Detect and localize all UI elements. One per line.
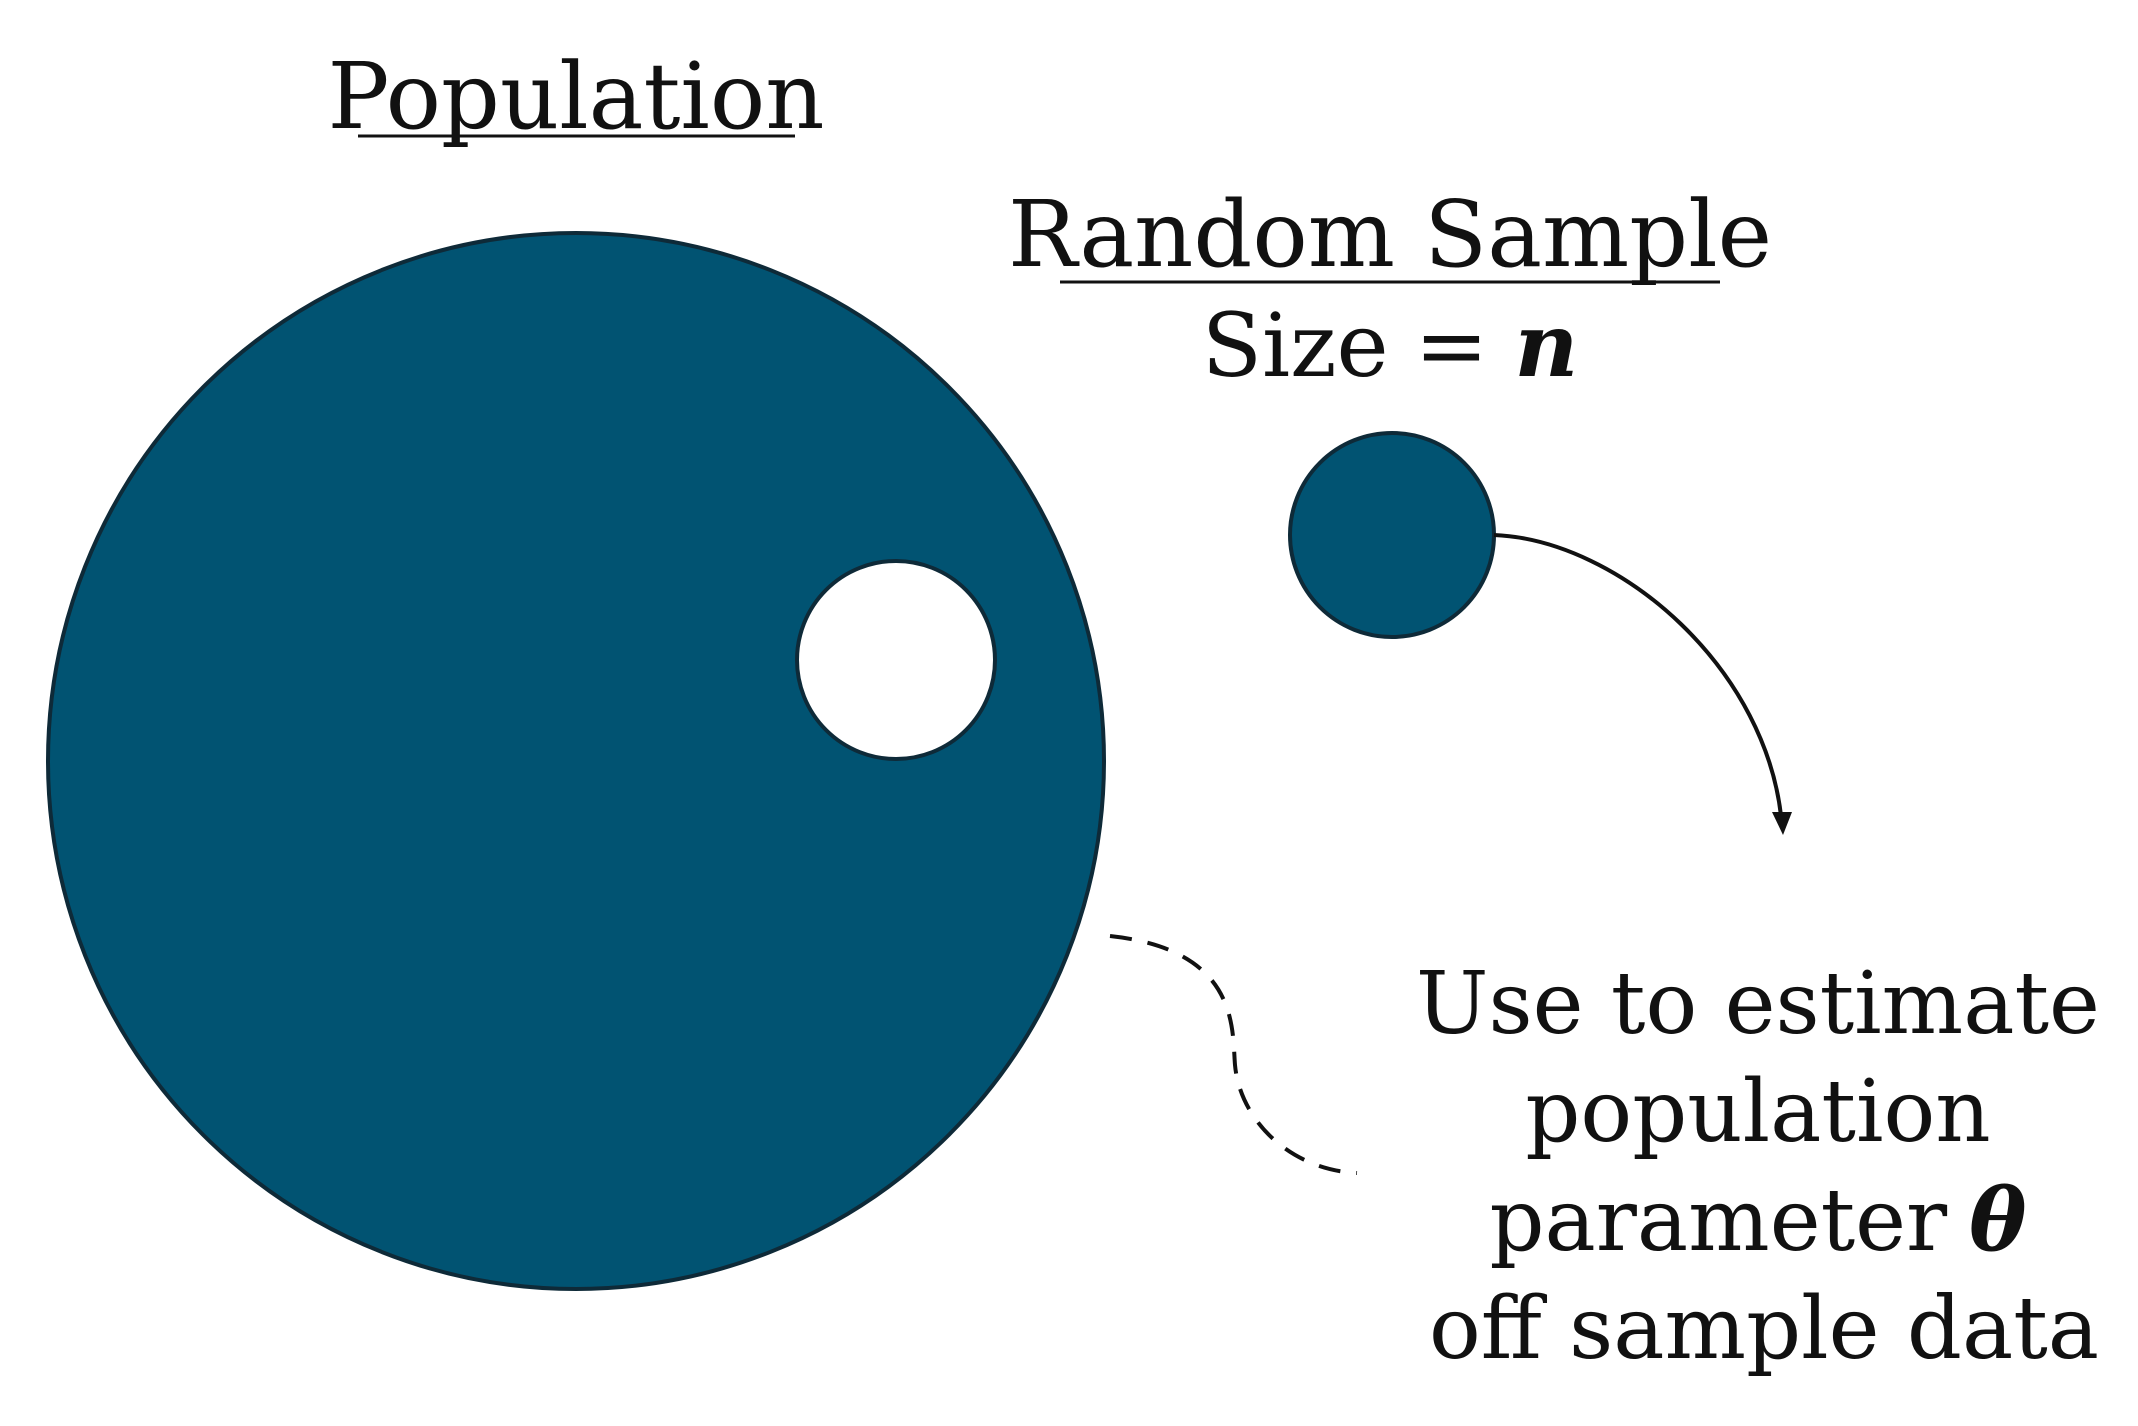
estimate-line-4: off sample data [1429,1279,2099,1379]
population-label: Population [327,43,824,150]
estimate-line-1: Use to estimate [1416,954,2100,1054]
parameter-symbol: θ [1969,1170,2027,1271]
sample-circle [1288,431,1496,639]
size-variable: n [1514,293,1578,397]
estimate-line-3: parameter θ [1489,1170,2027,1271]
estimate-arrowhead [1772,812,1792,835]
population-circle [46,231,1106,1291]
size-word: Size [1202,294,1389,397]
sample-size-label: Size = n [1202,293,1579,397]
size-equals: = [1415,294,1489,397]
parameter-word: parameter [1489,1171,1948,1271]
sample-hole [795,559,997,761]
dashed-connector [1109,934,1358,1175]
sample-label: Random Sample [1008,181,1772,288]
estimate-arrow [1493,533,1784,827]
estimate-line-2: population [1525,1062,1990,1162]
